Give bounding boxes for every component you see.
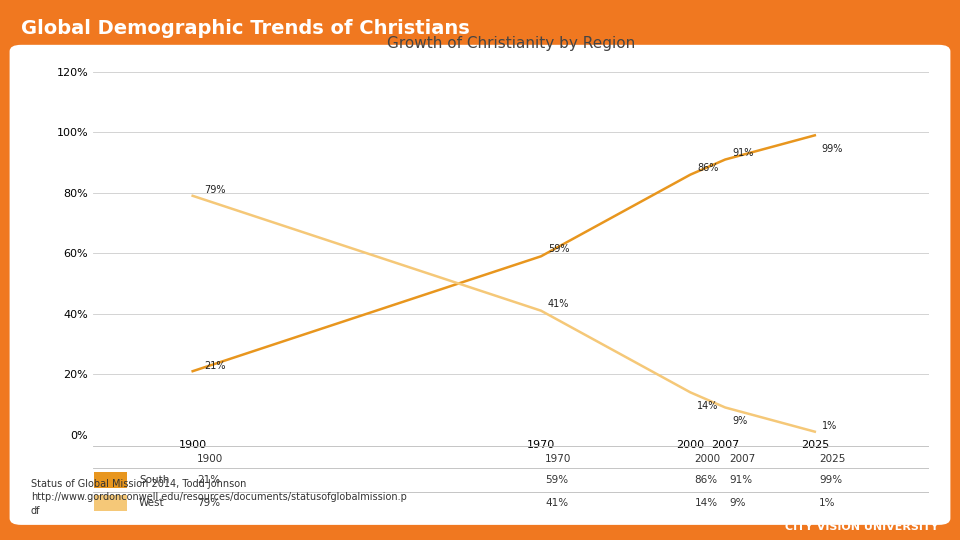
Text: 21%: 21% bbox=[197, 475, 220, 485]
Text: 41%: 41% bbox=[548, 299, 569, 309]
Text: 2000: 2000 bbox=[694, 454, 721, 464]
FancyBboxPatch shape bbox=[10, 45, 950, 525]
Text: 21%: 21% bbox=[204, 361, 226, 370]
Text: 86%: 86% bbox=[697, 163, 719, 173]
Text: 1900: 1900 bbox=[197, 454, 223, 464]
Text: South: South bbox=[139, 475, 170, 485]
Text: 1970: 1970 bbox=[545, 454, 571, 464]
Text: 86%: 86% bbox=[694, 475, 718, 485]
Text: 9%: 9% bbox=[732, 416, 748, 427]
Text: 59%: 59% bbox=[548, 244, 569, 254]
Text: 2007: 2007 bbox=[730, 454, 756, 464]
Text: 91%: 91% bbox=[730, 475, 753, 485]
Text: 14%: 14% bbox=[694, 498, 718, 508]
Text: 99%: 99% bbox=[819, 475, 842, 485]
Bar bbox=[94, 472, 128, 488]
Text: 2025: 2025 bbox=[819, 454, 846, 464]
Text: 41%: 41% bbox=[545, 498, 568, 508]
Text: 99%: 99% bbox=[822, 144, 843, 154]
Text: 79%: 79% bbox=[204, 185, 226, 195]
Text: 59%: 59% bbox=[545, 475, 568, 485]
Text: 91%: 91% bbox=[732, 147, 754, 158]
Text: Global Demographic Trends of Christians: Global Demographic Trends of Christians bbox=[21, 19, 469, 38]
Text: 9%: 9% bbox=[730, 498, 746, 508]
Text: 79%: 79% bbox=[197, 498, 220, 508]
Text: 1%: 1% bbox=[822, 421, 837, 431]
Text: Status of Global Mission 2014, Todd Johnson
http://www.gordonconwell.edu/resourc: Status of Global Mission 2014, Todd John… bbox=[31, 480, 407, 516]
Title: Growth of Christianity by Region: Growth of Christianity by Region bbox=[387, 36, 636, 51]
Text: 14%: 14% bbox=[697, 401, 719, 411]
Bar bbox=[94, 495, 128, 511]
Text: CITY VISION UNIVERSITY: CITY VISION UNIVERSITY bbox=[785, 522, 939, 532]
Text: West: West bbox=[139, 498, 165, 508]
Text: 1%: 1% bbox=[819, 498, 835, 508]
